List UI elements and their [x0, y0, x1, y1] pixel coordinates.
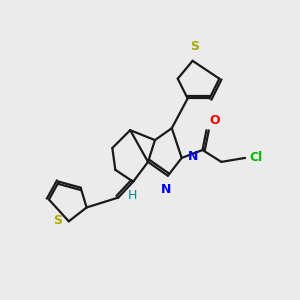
- Text: Cl: Cl: [249, 152, 262, 164]
- Text: N: N: [161, 183, 171, 196]
- Text: S: S: [53, 214, 62, 227]
- Text: H: H: [128, 189, 138, 202]
- Text: S: S: [190, 40, 199, 53]
- Text: O: O: [209, 114, 220, 127]
- Text: N: N: [188, 150, 198, 164]
